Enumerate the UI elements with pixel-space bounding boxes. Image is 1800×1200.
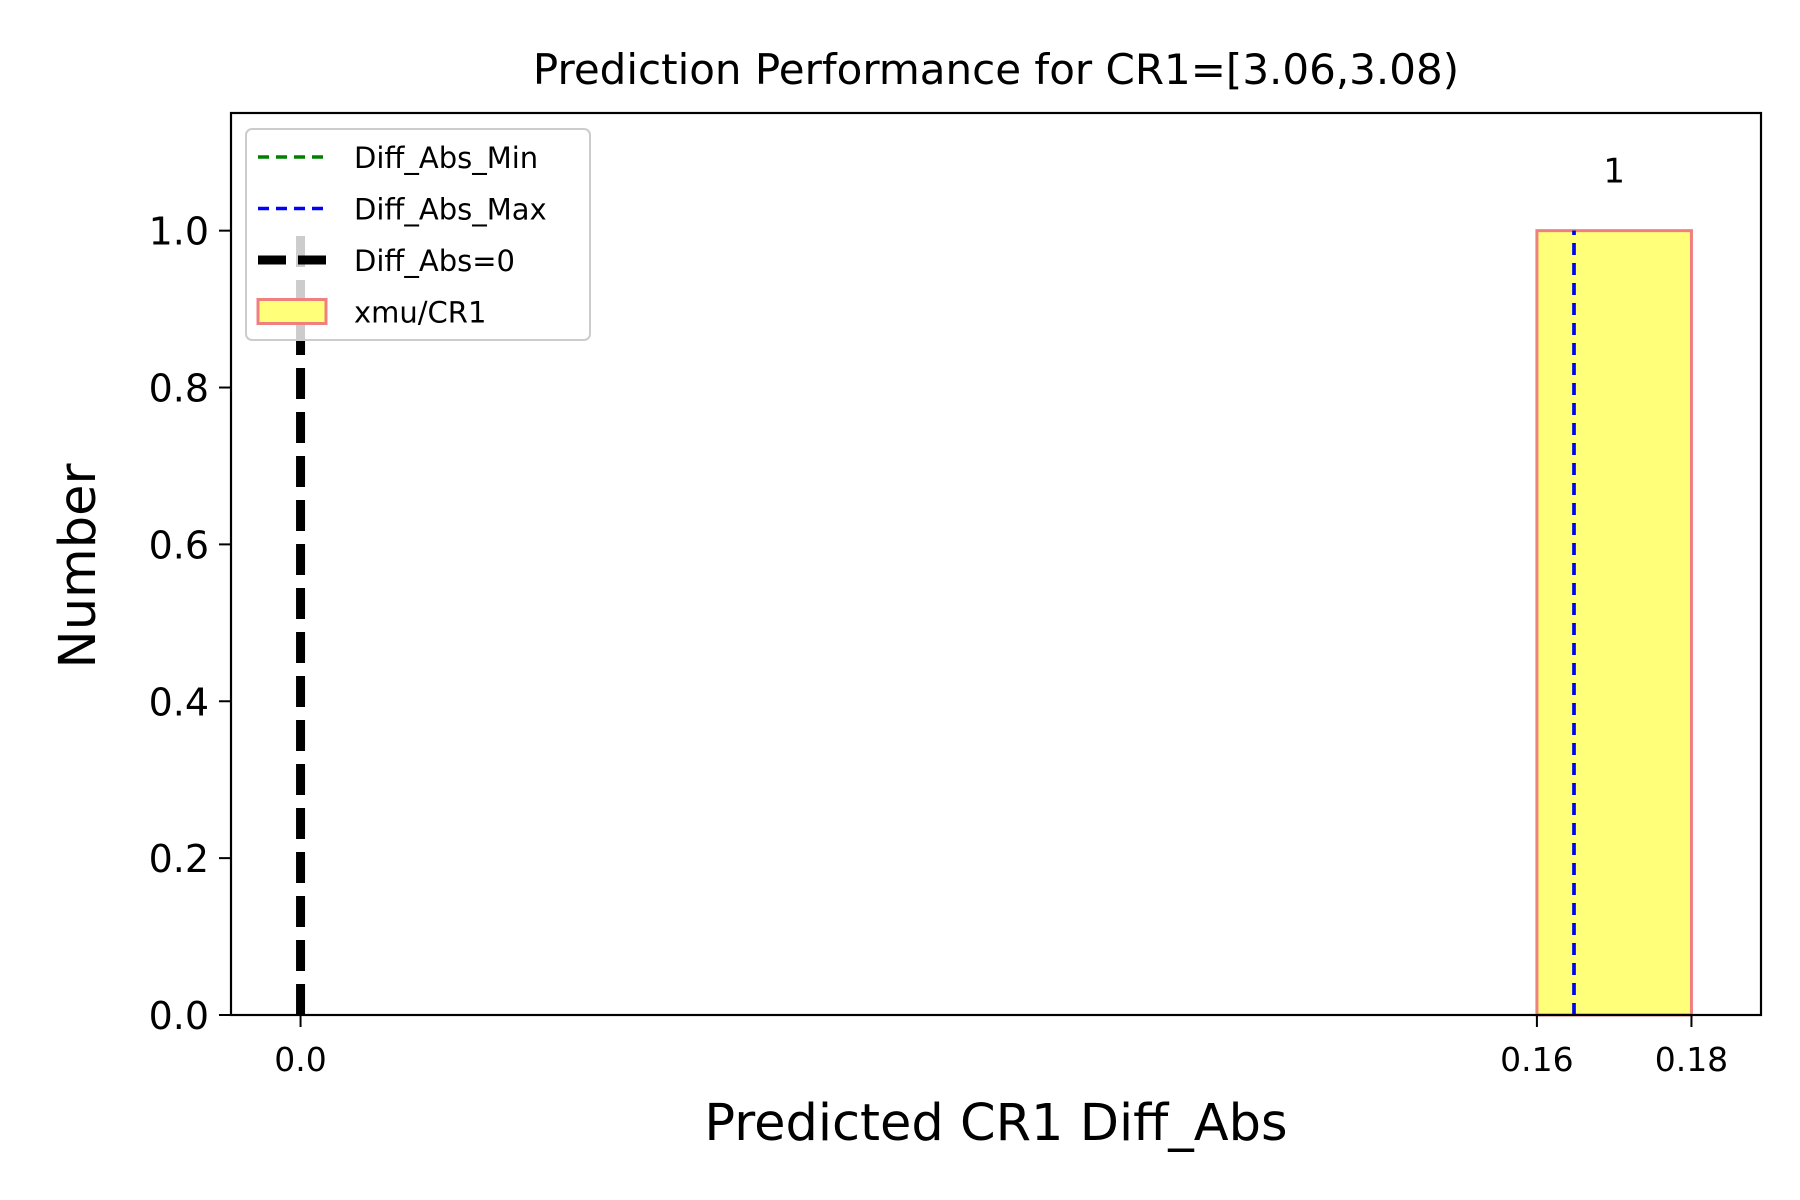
y-tick-label-4: 0.8 <box>149 367 209 411</box>
y-axis-label: Number <box>49 464 108 669</box>
legend-label-3: xmu/CR1 <box>354 296 486 330</box>
y-tick-label-5: 1.0 <box>149 210 209 254</box>
y-tick-label-1: 0.2 <box>149 837 209 881</box>
x-tick-label-0: 0.0 <box>274 1040 326 1079</box>
chart-title: Prediction Performance for CR1=[3.06,3.0… <box>533 45 1459 94</box>
bar-0 <box>1535 229 1693 1017</box>
legend-label-2: Diff_Abs=0 <box>354 244 515 278</box>
plot-frame <box>229 111 1763 1017</box>
plot-area: 1 <box>296 152 1693 1017</box>
x-tick-label-1: 0.16 <box>1500 1040 1573 1079</box>
bar-value-label-0: 1 <box>1603 152 1625 192</box>
x-axis-ticks: 0.0 0.16 0.18 <box>274 1015 1728 1079</box>
legend-label-1: Diff_Abs_Max <box>354 193 547 227</box>
y-tick-label-2: 0.4 <box>149 680 209 724</box>
legend-swatch-3 <box>256 298 328 325</box>
legend-label-0: Diff_Abs_Min <box>354 141 538 175</box>
legend-box <box>245 128 591 341</box>
y-tick-label-0: 0.0 <box>149 994 209 1038</box>
y-axis-ticks: 0.0 0.2 0.4 0.6 0.8 1.0 <box>149 210 231 1038</box>
legend: Diff_Abs_Min Diff_Abs_Max Diff_Abs=0 xmu/CR… <box>245 128 591 341</box>
y-tick-label-3: 0.6 <box>149 523 209 567</box>
x-axis-label: Predicted CR1 Diff_Abs <box>704 1094 1287 1153</box>
x-tick-label-2: 0.18 <box>1655 1040 1728 1079</box>
